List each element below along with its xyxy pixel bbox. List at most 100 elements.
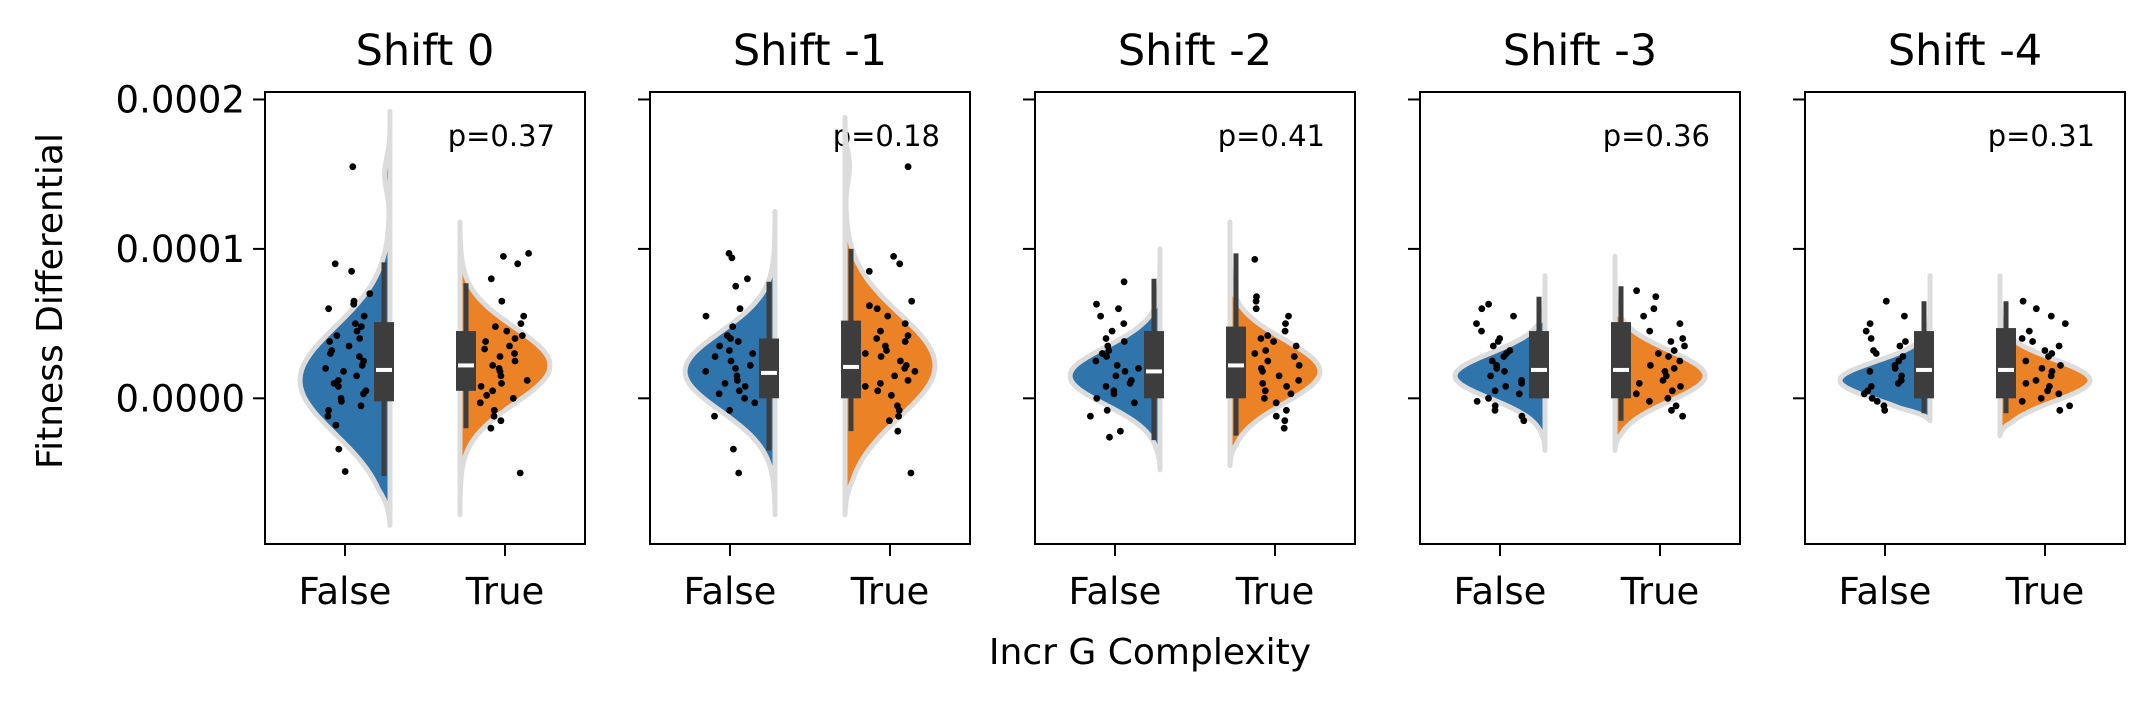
box-iqr: [1529, 331, 1549, 399]
data-point: [1285, 312, 1292, 320]
data-point: [730, 445, 737, 453]
data-point: [1487, 372, 1494, 380]
data-point: [1135, 365, 1142, 372]
data-point: [1491, 406, 1499, 414]
data-point: [1251, 350, 1259, 357]
data-point: [325, 406, 332, 414]
data-point: [1102, 383, 1110, 390]
data-point: [358, 323, 365, 330]
data-point: [861, 383, 869, 390]
data-point: [732, 282, 740, 290]
data-point: [2056, 406, 2064, 414]
data-point: [498, 297, 506, 305]
data-point: [356, 353, 363, 360]
data-point: [356, 335, 364, 342]
data-point: [1670, 347, 1678, 354]
data-point: [1659, 377, 1667, 384]
data-point: [481, 345, 488, 353]
panel-frame: [1804, 91, 2126, 545]
data-point: [1679, 335, 1687, 342]
data-point: [1281, 327, 1289, 335]
data-point: [1500, 353, 1508, 360]
data-point: [353, 327, 361, 335]
data-point: [523, 377, 531, 384]
data-point: [2018, 397, 2026, 405]
data-point: [1632, 390, 1640, 398]
data-point: [904, 377, 912, 384]
data-point: [1103, 353, 1110, 360]
data-point: [895, 412, 902, 420]
data-point: [2055, 342, 2063, 350]
box-iqr: [374, 322, 394, 402]
data-point: [1665, 353, 1672, 360]
data-point: [865, 267, 873, 275]
data-point: [1295, 377, 1303, 384]
data-point: [901, 338, 909, 345]
data-point: [1106, 433, 1113, 441]
data-point: [1895, 357, 1903, 365]
data-point: [497, 372, 505, 380]
data-point: [1679, 412, 1686, 420]
data-point: [1093, 394, 1101, 402]
data-point: [2066, 402, 2074, 410]
p-value: p=0.36: [1603, 119, 1710, 153]
data-point: [1633, 287, 1640, 295]
data-point: [1093, 300, 1100, 308]
p-value: p=0.37: [448, 119, 555, 153]
data-point: [1275, 372, 1283, 380]
data-point: [2044, 387, 2051, 395]
data-point: [509, 394, 517, 402]
data-point: [1676, 320, 1684, 327]
data-point: [1108, 327, 1116, 335]
data-point: [897, 357, 904, 365]
data-point: [1251, 256, 1259, 263]
panel-frame: [1034, 91, 1356, 545]
data-point: [735, 387, 743, 395]
data-point: [873, 335, 881, 342]
data-point: [874, 387, 882, 395]
data-point: [1485, 394, 1492, 402]
data-point: [518, 332, 526, 339]
data-point: [1112, 372, 1120, 380]
data-point: [338, 397, 345, 405]
data-point: [2022, 357, 2030, 365]
data-point: [1670, 365, 1678, 372]
data-point: [326, 338, 333, 345]
data-point: [492, 323, 499, 330]
data-point: [1862, 327, 1870, 335]
violin-false: [1452, 273, 1548, 454]
panel-1: Shift 0 p=0.37 0.0000 0.0001 0.0002 False True: [116, 26, 586, 613]
x-tick-label: False: [1839, 570, 1932, 613]
data-point: [2037, 394, 2045, 402]
data-point: [1120, 338, 1128, 345]
data-point: [2019, 297, 2027, 305]
data-point: [1282, 320, 1289, 327]
x-tick-label: True: [2005, 570, 2085, 613]
data-point: [1290, 353, 1298, 360]
data-point: [1668, 387, 1676, 395]
data-point: [746, 362, 754, 369]
data-point: [1676, 357, 1684, 365]
data-point: [353, 372, 360, 380]
p-value: p=0.41: [1218, 119, 1325, 153]
data-point: [1257, 335, 1265, 342]
data-point: [487, 424, 495, 432]
panel-title: Shift -1: [733, 26, 887, 76]
data-point: [496, 353, 504, 360]
data-point: [890, 253, 897, 260]
data-point: [2061, 320, 2069, 327]
data-point: [1264, 357, 1272, 365]
data-point: [2047, 312, 2055, 320]
data-point: [1295, 362, 1303, 369]
data-point: [2041, 347, 2049, 354]
data-point: [1252, 305, 1260, 313]
data-point: [862, 350, 869, 357]
data-point: [1272, 412, 1280, 420]
data-point: [891, 372, 898, 380]
box-iqr: [1144, 331, 1164, 399]
data-point: [2057, 362, 2064, 369]
data-point: [1664, 394, 1672, 402]
data-point: [1478, 305, 1486, 313]
data-point: [2047, 372, 2055, 380]
data-point: [1113, 362, 1121, 369]
